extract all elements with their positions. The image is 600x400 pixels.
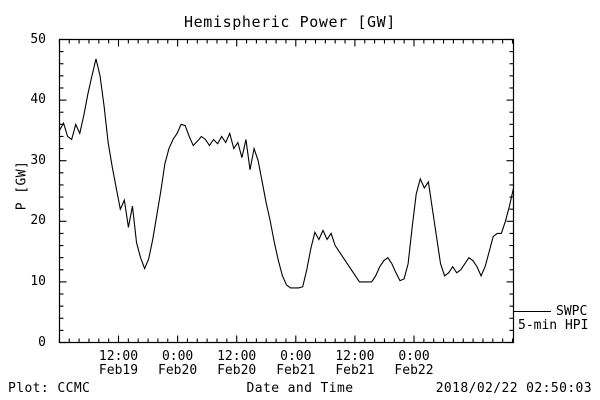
x-tick-date: Feb21 — [335, 363, 375, 378]
x-tick-label: 12:00 Feb19 — [74, 350, 164, 378]
y-tick-label: 20 — [30, 213, 46, 229]
axis-ticks — [58, 38, 514, 344]
x-axis-title: Date and Time — [246, 381, 354, 396]
x-tick-time: 12:00 — [217, 349, 257, 364]
y-tick-label: 40 — [30, 92, 46, 108]
x-tick-date: Feb19 — [98, 363, 139, 378]
x-tick-time: 12:00 — [98, 349, 139, 364]
y-tick-label: 30 — [30, 152, 46, 168]
plot-credit: Plot: CCMC — [8, 381, 91, 396]
legend-entry-sublabel: 5-min HPI — [518, 318, 589, 333]
x-tick-date: Feb20 — [158, 363, 198, 378]
plot-timestamp: 2018/02/22 02:50:03 — [435, 381, 592, 396]
y-tick-label: 0 — [38, 334, 46, 350]
x-tick-time: 0:00 — [161, 349, 194, 364]
x-tick-time: 0:00 — [280, 349, 312, 364]
x-tick-time: 12:00 — [335, 349, 375, 364]
x-tick-time: 0:00 — [398, 349, 430, 364]
plot-frame — [58, 38, 515, 344]
y-tick-label: 10 — [30, 273, 46, 289]
legend-entry-label: SWPC — [556, 304, 588, 319]
data-series-swpc-5min-hpi — [59, 58, 515, 289]
x-tick-date: Feb20 — [217, 363, 257, 378]
x-tick-label: 12:00 Feb20 — [192, 350, 282, 378]
y-tick-label: 50 — [30, 31, 46, 47]
x-tick-label: 0:00 Feb22 — [369, 350, 459, 378]
x-tick-label: 0:00 Feb21 — [251, 350, 341, 378]
x-tick-label: 0:00 Feb20 — [133, 350, 223, 378]
x-tick-date: Feb21 — [276, 363, 316, 378]
x-tick-label: 12:00 Feb21 — [310, 350, 400, 378]
x-tick-date: Feb22 — [394, 363, 434, 378]
page-title: Hemispheric Power [GW] — [184, 13, 396, 31]
